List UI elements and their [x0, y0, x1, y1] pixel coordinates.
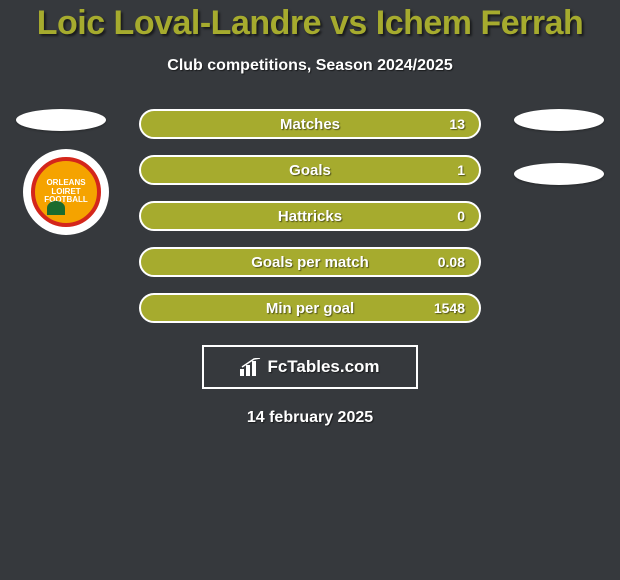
stat-bars: Matches 13 Goals 1 Hattricks 0 Goals per…: [139, 109, 481, 323]
stats-area: ORLEANS LOIRET FOOTBALL Matches 13 Goals…: [0, 109, 620, 323]
right-player-column: [499, 109, 599, 323]
stat-value: 0: [457, 208, 465, 224]
stat-label: Min per goal: [266, 300, 354, 317]
bar-chart-icon: [240, 358, 262, 376]
brand-text: FcTables.com: [267, 357, 379, 377]
stat-value: 13: [449, 116, 465, 132]
stat-value: 1: [457, 162, 465, 178]
infographic-root: Loic Loval-Landre vs Ichem Ferrah Club c…: [0, 0, 620, 427]
club-name-bottom: FOOTBALL: [44, 196, 88, 205]
placeholder-ellipse: [16, 109, 106, 131]
stat-bar-matches: Matches 13: [139, 109, 481, 139]
placeholder-ellipse: [514, 109, 604, 131]
subtitle: Club competitions, Season 2024/2025: [0, 57, 620, 75]
stat-label: Matches: [280, 116, 340, 133]
stat-bar-goals-per-match: Goals per match 0.08: [139, 247, 481, 277]
stat-value: 1548: [434, 300, 465, 316]
stat-value: 0.08: [438, 254, 465, 270]
left-player-column: ORLEANS LOIRET FOOTBALL: [21, 109, 121, 323]
stat-label: Hattricks: [278, 208, 342, 225]
club-badge-icon: ORLEANS LOIRET FOOTBALL: [31, 157, 101, 227]
left-club-logo: ORLEANS LOIRET FOOTBALL: [23, 149, 109, 235]
stat-bar-min-per-goal: Min per goal 1548: [139, 293, 481, 323]
page-title: Loic Loval-Landre vs Ichem Ferrah: [0, 4, 620, 43]
stat-bar-hattricks: Hattricks 0: [139, 201, 481, 231]
stat-label: Goals per match: [251, 254, 369, 271]
date-text: 14 february 2025: [0, 409, 620, 427]
placeholder-ellipse: [514, 163, 604, 185]
brand-box: FcTables.com: [202, 345, 418, 389]
stat-bar-goals: Goals 1: [139, 155, 481, 185]
stat-label: Goals: [289, 162, 331, 179]
